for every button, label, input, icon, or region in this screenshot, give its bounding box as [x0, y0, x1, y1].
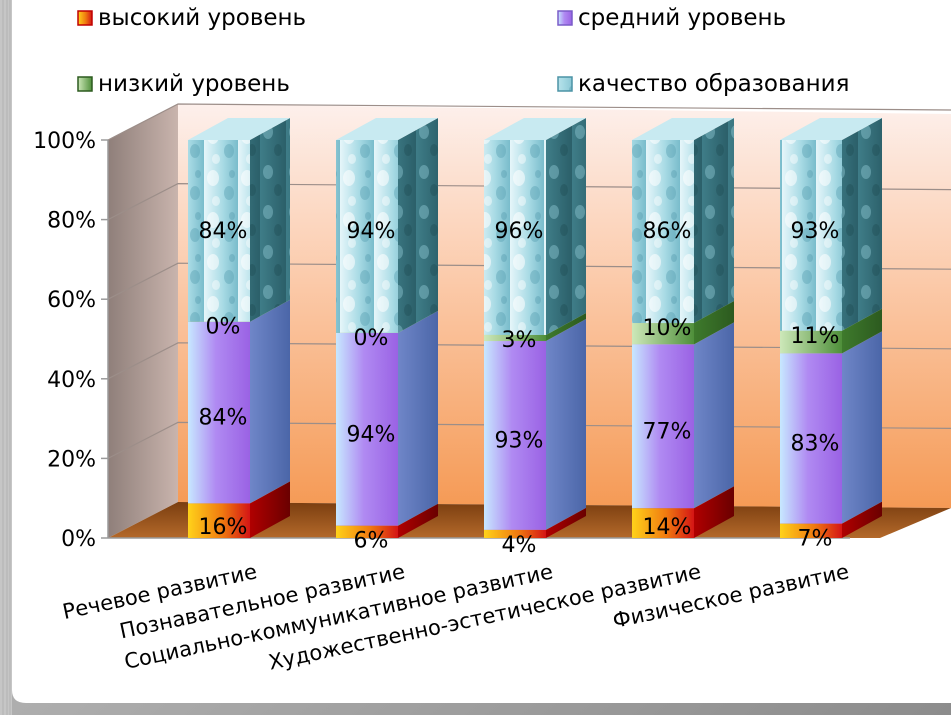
bar-segment-medium-side — [546, 319, 586, 530]
y-tick-label: 60% — [47, 288, 96, 313]
legend-marker — [557, 10, 573, 26]
bar-segment-medium-front — [632, 344, 694, 509]
legend-marker — [77, 76, 93, 92]
data-label-low: 0% — [206, 315, 241, 340]
data-label-medium: 77% — [643, 419, 692, 444]
data-label-high: 7% — [798, 527, 833, 552]
bar-segment-quality-top — [484, 118, 586, 140]
data-label-quality: 94% — [347, 219, 396, 244]
data-label-medium: 84% — [199, 406, 248, 431]
bar-segment-high-side — [250, 481, 290, 538]
data-label-medium: 83% — [791, 432, 840, 457]
bar-segment-low-front — [632, 323, 694, 345]
bar-segment-quality-side — [694, 118, 734, 324]
bar-segment-quality-front — [780, 140, 842, 331]
data-label-quality: 84% — [199, 219, 248, 244]
data-label-quality: 93% — [791, 219, 840, 244]
y-tick-label: 80% — [47, 209, 96, 234]
bar-1: 16% 84% 0% 84% — [188, 118, 290, 540]
bar-segment-medium-front — [484, 341, 546, 530]
gridline — [107, 103, 951, 141]
bar-segment-high-side — [842, 501, 882, 538]
bar-segment-low-side — [694, 301, 734, 345]
bar-segment-quality-front — [188, 140, 250, 322]
y-tick-label: 20% — [47, 447, 96, 472]
bar-segment-quality-top — [632, 118, 734, 140]
data-label-low: 0% — [354, 326, 389, 351]
bar-segment-high-front — [188, 503, 250, 538]
data-label-low: 10% — [643, 316, 692, 341]
bar-segment-high-side — [546, 507, 586, 538]
bar-segment-quality-side — [842, 118, 882, 331]
data-label-low: 3% — [502, 328, 537, 353]
bar-segment-high-front — [632, 508, 694, 538]
data-label-high: 16% — [199, 515, 248, 540]
bar-segment-quality-front — [632, 140, 694, 324]
legend-item-high: высокий уровень — [77, 5, 306, 31]
data-label-low: 11% — [791, 324, 840, 349]
legend-item-medium: средний уровень — [557, 5, 786, 31]
data-label-high: 6% — [354, 529, 389, 554]
y-tick-label: 40% — [47, 368, 96, 393]
bar-3: 4% 93% 3% 96% — [484, 118, 586, 558]
legend-label: низкий уровень — [98, 71, 290, 97]
bar-segment-high-front — [484, 529, 546, 538]
legend-label: высокий уровень — [98, 5, 306, 31]
bar-segment-quality-side — [250, 118, 290, 322]
data-label-high: 4% — [502, 533, 537, 558]
data-label-quality: 86% — [643, 219, 692, 244]
data-label-medium: 93% — [495, 428, 544, 453]
bar-segment-high-side — [398, 503, 438, 538]
bar-segment-low-side — [842, 308, 882, 354]
bar-4: 14% 77% 10% 86% — [632, 118, 734, 540]
bar-segment-medium-side — [694, 322, 734, 509]
legend-item-quality: качество образования — [557, 71, 849, 97]
bar-segment-low-front — [780, 330, 842, 354]
legend-marker — [557, 76, 573, 92]
bar-segment-high-side — [694, 486, 734, 538]
bar-segment-medium-front — [780, 353, 842, 524]
data-label-medium: 94% — [347, 422, 396, 447]
bar-segment-quality-side — [398, 118, 438, 333]
bar-segment-medium-side — [250, 299, 290, 504]
bar-segment-medium-front — [188, 321, 250, 504]
bar-segment-low-side — [546, 312, 586, 342]
legend: высокий уровень средний уровень низкий уро… — [77, 5, 849, 97]
side-wall — [108, 104, 178, 538]
bar-segment-quality-top — [336, 118, 438, 140]
bar-segment-quality-top — [780, 118, 882, 140]
data-label-high: 14% — [643, 515, 692, 540]
legend-marker — [77, 10, 93, 26]
bar-segment-high-front — [336, 525, 398, 538]
bar-segment-quality-side — [546, 118, 586, 335]
plot-area: 0% 20% 40% 60% 80% 100% 16% 84% 0% 84% 6% 94% 0% 94% 4… — [33, 103, 951, 675]
bar-5: 7% 83% 11% 93% — [780, 118, 882, 552]
y-tick-label: 0% — [61, 527, 96, 552]
bar-segment-quality-front — [336, 140, 398, 333]
legend-item-low: низкий уровень — [77, 71, 290, 97]
left-frame-stripes — [0, 0, 12, 715]
legend-label: качество образования — [578, 71, 849, 97]
bar-segment-medium-front — [336, 332, 398, 526]
bar-segment-medium-side — [398, 310, 438, 526]
bar-segment-quality-front — [484, 140, 546, 335]
bar-segment-quality-top — [188, 118, 290, 140]
bar-segment-low-front — [484, 334, 546, 342]
bar-segment-medium-side — [842, 331, 882, 524]
y-tick-label: 100% — [33, 129, 96, 154]
legend-label: средний уровень — [578, 5, 786, 31]
bar-segment-high-front — [780, 523, 842, 538]
data-label-quality: 96% — [495, 219, 544, 244]
bar-2: 6% 94% 0% 94% — [336, 118, 438, 554]
